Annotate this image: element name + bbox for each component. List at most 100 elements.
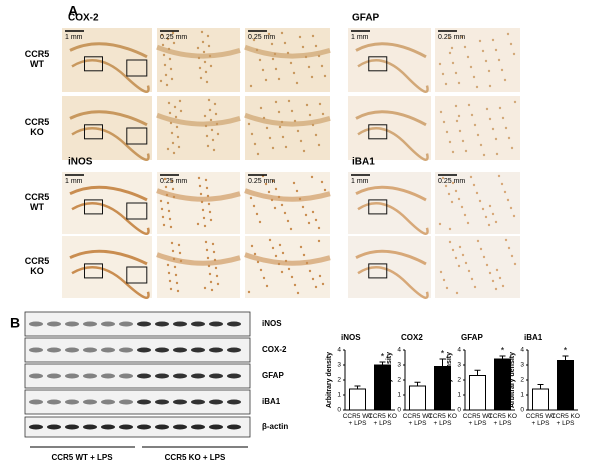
micrograph <box>157 96 240 160</box>
cell-stain <box>204 240 208 244</box>
cell-stain <box>287 99 291 103</box>
cell-stain <box>318 274 322 278</box>
blot-band <box>227 424 241 430</box>
cell-stain <box>160 33 164 37</box>
y-tick-label: 4 <box>337 347 341 354</box>
cell-stain <box>491 212 495 216</box>
bar <box>494 358 511 411</box>
tissue-band <box>156 112 241 127</box>
blot-band <box>47 321 61 327</box>
cell-stain <box>169 225 173 229</box>
blot-band <box>65 347 79 353</box>
cell-stain <box>448 227 452 231</box>
cell-stain <box>307 65 311 69</box>
cell-stain <box>256 152 260 156</box>
cell-stain <box>307 221 311 225</box>
cell-stain <box>210 288 214 292</box>
blot-label: β-actin <box>262 422 288 431</box>
cell-stain <box>201 40 205 44</box>
y-tick-label: 2 <box>520 377 524 384</box>
cell-stain <box>500 68 504 72</box>
x-tick-label: CCR5 KO + LPS <box>551 413 580 428</box>
cell-stain <box>504 126 508 130</box>
micrograph <box>435 172 520 234</box>
y-tick-label: 3 <box>397 362 401 369</box>
cell-stain <box>274 67 278 71</box>
cell-stain <box>204 70 208 74</box>
cell-stain <box>510 254 514 258</box>
blot-band <box>227 321 241 327</box>
cell-stain <box>159 199 163 203</box>
cell-stain <box>482 153 486 157</box>
cell-stain <box>166 201 170 205</box>
blot-band <box>29 347 43 353</box>
cell-stain <box>209 118 213 122</box>
cell-stain <box>267 32 271 36</box>
y-tick-label: 2 <box>397 377 401 384</box>
micrograph <box>157 28 240 92</box>
cell-stain <box>461 253 465 257</box>
row-label: CCR5 KO <box>24 117 50 137</box>
cell-stain <box>289 61 293 65</box>
cell-stain <box>311 210 315 214</box>
cell-stain <box>455 291 459 295</box>
bar <box>557 360 574 411</box>
cell-stain <box>199 76 203 80</box>
zoom-box <box>84 199 103 215</box>
bar <box>532 388 549 411</box>
cell-stain <box>484 215 488 219</box>
cell-stain <box>169 67 173 71</box>
cell-stain <box>169 287 173 291</box>
cell-stain <box>498 106 502 110</box>
cell-stain <box>321 112 325 116</box>
cell-stain <box>171 249 175 253</box>
y-tick-label: 2 <box>457 377 461 384</box>
blot-band <box>65 321 79 327</box>
cell-stain <box>159 79 163 83</box>
cell-stain <box>203 224 207 228</box>
cell-stain <box>203 114 207 118</box>
cell-stain <box>281 135 285 139</box>
cell-stain <box>252 204 256 208</box>
cell-stain <box>500 182 504 186</box>
cell-stain <box>270 42 274 46</box>
tissue-contour <box>357 265 429 300</box>
cell-stain <box>273 206 277 210</box>
cell-stain <box>201 208 205 212</box>
cell-stain <box>207 202 211 206</box>
tissue-band <box>244 188 331 202</box>
cell-stain <box>507 246 511 250</box>
cell-stain <box>206 34 210 38</box>
cell-stain <box>161 43 165 47</box>
cell-stain <box>501 116 505 120</box>
cell-stain <box>320 64 324 68</box>
bar <box>469 375 486 411</box>
cell-stain <box>301 205 305 209</box>
cell-stain <box>473 285 477 289</box>
cell-stain <box>208 108 212 112</box>
cell-stain <box>211 138 215 142</box>
cell-stain <box>454 189 458 193</box>
blot-band <box>47 347 61 353</box>
cell-stain <box>296 291 300 295</box>
micrograph <box>435 96 520 160</box>
blot-band <box>209 424 223 430</box>
cell-stain <box>210 128 214 132</box>
cell-stain <box>178 99 182 103</box>
cell-stain <box>199 192 203 196</box>
cell-stain <box>451 181 455 185</box>
cell-stain <box>447 192 451 196</box>
blot-band <box>137 424 151 430</box>
tissue-contour <box>71 59 150 93</box>
zoom-box <box>84 263 103 279</box>
cell-stain <box>310 175 314 179</box>
blot-band <box>155 373 169 379</box>
cell-stain <box>205 80 209 84</box>
cell-stain <box>207 44 211 48</box>
cell-stain <box>203 60 207 64</box>
row-label: CCR5 WT <box>24 192 50 212</box>
cell-stain <box>286 219 290 223</box>
cell-stain <box>289 227 293 231</box>
cell-stain <box>216 282 220 286</box>
